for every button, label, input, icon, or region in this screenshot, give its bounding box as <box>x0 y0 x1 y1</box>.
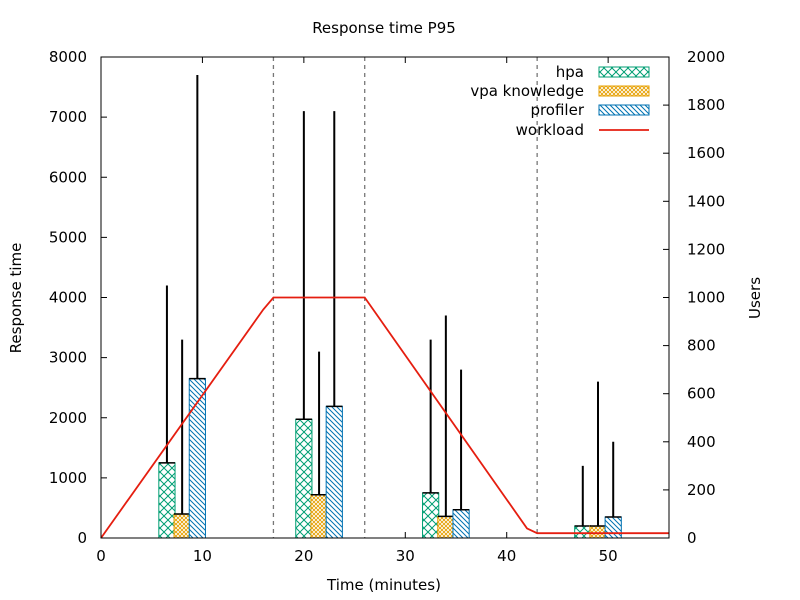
y2-tick-label: 200 <box>687 481 716 499</box>
x-tick-label: 0 <box>96 547 106 565</box>
y-tick-label: 7000 <box>49 108 87 126</box>
bar <box>452 509 470 539</box>
plot-frame <box>100 56 670 539</box>
x-tick-label: 30 <box>396 547 415 565</box>
y2-tick-label: 1800 <box>687 96 725 114</box>
x-axis-label: Time (minutes) <box>326 576 441 594</box>
x-tick-label: 50 <box>599 547 618 565</box>
x-tick-label: 10 <box>193 547 212 565</box>
y-axis-label: Response time <box>7 243 25 354</box>
bar <box>158 462 176 539</box>
bar <box>325 405 343 539</box>
y2-tick-label: 1200 <box>687 240 725 258</box>
legend-swatch <box>598 85 650 97</box>
bar <box>604 516 622 539</box>
y2-tick-label: 1000 <box>687 289 725 307</box>
bar <box>295 418 313 539</box>
bar <box>574 525 592 539</box>
y-tick-label: 5000 <box>49 228 87 246</box>
axis-ticks: 0 10 20 30 40 5001000200030004000500060007000… <box>49 48 725 565</box>
legend-label: hpa <box>556 63 584 81</box>
y2-tick-label: 1600 <box>687 144 725 162</box>
y-tick-label: 1000 <box>49 469 87 487</box>
y2-tick-label: 600 <box>687 385 716 403</box>
chart-title: Response time P95 <box>312 19 456 37</box>
y2-axis-label: Users <box>746 277 764 319</box>
bar <box>437 515 455 539</box>
y2-tick-label: 400 <box>687 433 716 451</box>
bar <box>173 513 191 539</box>
y2-tick-label: 1400 <box>687 192 725 210</box>
y2-tick-label: 800 <box>687 337 716 355</box>
y2-tick-label: 2000 <box>687 48 725 66</box>
y-tick-label: 6000 <box>49 168 87 186</box>
y2-tick-label: 0 <box>687 529 697 547</box>
workload-line-group <box>100 296 669 539</box>
bar-series <box>158 377 622 539</box>
workload-line <box>100 296 669 539</box>
bar <box>589 525 607 539</box>
legend-swatch <box>598 104 650 116</box>
y-tick-label: 3000 <box>49 349 87 367</box>
error-bars <box>165 75 615 526</box>
y-tick-label: 0 <box>77 529 87 547</box>
bar <box>422 492 440 539</box>
x-tick-label: 20 <box>294 547 313 565</box>
bar <box>310 494 328 539</box>
y-tick-label: 8000 <box>49 48 87 66</box>
legend-label: vpa knowledge <box>470 82 584 100</box>
legend-label: profiler <box>530 101 584 119</box>
legend-label: workload <box>516 121 584 139</box>
x-tick-label: 40 <box>497 547 516 565</box>
y-tick-label: 2000 <box>49 409 87 427</box>
y-tick-label: 4000 <box>49 289 87 307</box>
legend-swatch <box>598 66 650 78</box>
